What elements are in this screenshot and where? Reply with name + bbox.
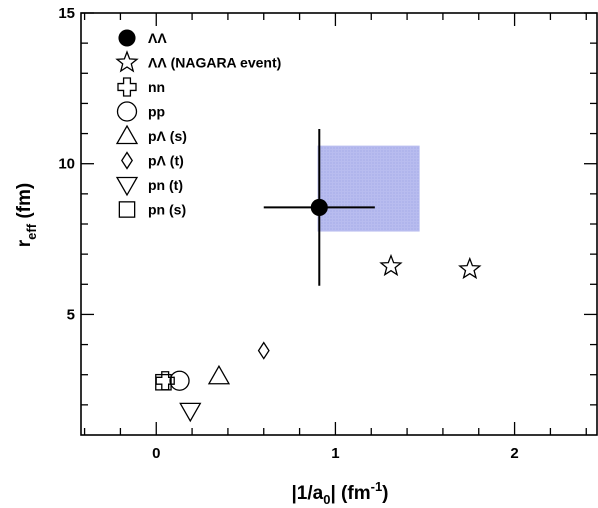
legend-symbol-triangle-up — [115, 124, 139, 145]
x-axis-title: |1/a0| (fm-1) — [291, 479, 388, 507]
data-point-star — [379, 253, 403, 277]
data-point-triangle-up — [207, 364, 231, 385]
x-axis-title-sub: 0 — [323, 492, 330, 507]
legend-label: ΛΛ — [148, 30, 167, 46]
legend-label: ΛΛ (NAGARA event) — [148, 55, 281, 71]
data-point-star — [458, 256, 482, 280]
y-tick-label: 5 — [67, 306, 75, 323]
legend-label: pΛ (s) — [148, 128, 187, 144]
legend-symbol-circle — [116, 101, 138, 122]
legend-label: pΛ (t) — [148, 153, 184, 169]
legend-symbol-cross — [117, 77, 137, 97]
data-point-triangle-down — [179, 402, 202, 423]
y-axis-title-sub: eff — [24, 223, 39, 240]
legend-symbol-star — [115, 50, 139, 73]
data-point-filled-circle — [310, 198, 328, 216]
y-tick-label: 10 — [58, 156, 75, 173]
legend-label: pp — [148, 104, 165, 120]
data-point-circle — [169, 370, 190, 391]
data-point-diamond — [257, 341, 270, 360]
y-axis-title-main: r — [14, 239, 35, 247]
x-axis-title-close: ) — [382, 483, 388, 504]
data-point-square — [155, 373, 172, 391]
x-tick-label: 1 — [331, 445, 339, 462]
x-tick-label: 0 — [152, 445, 160, 462]
legend-label: pn (s) — [148, 202, 186, 218]
y-tick-label: 15 — [58, 5, 75, 22]
x-tick-label: 2 — [510, 445, 518, 462]
x-axis-title-tail: | (fm — [330, 483, 370, 504]
legend-label: nn — [148, 79, 165, 95]
uncertainty-band — [317, 145, 420, 232]
legend-symbol-triangle-down — [115, 176, 139, 197]
legend-symbol-filled-circle — [118, 29, 136, 47]
x-axis-title-sup: -1 — [371, 479, 383, 494]
legend-symbol-diamond — [121, 151, 133, 170]
legend-label: pn (t) — [148, 177, 183, 193]
y-axis-title: reff (fm) — [14, 183, 39, 247]
legend-symbol-square — [118, 201, 136, 218]
x-axis-title-main: |1/a — [291, 483, 323, 504]
y-axis-title-tail: (fm) — [14, 183, 35, 224]
